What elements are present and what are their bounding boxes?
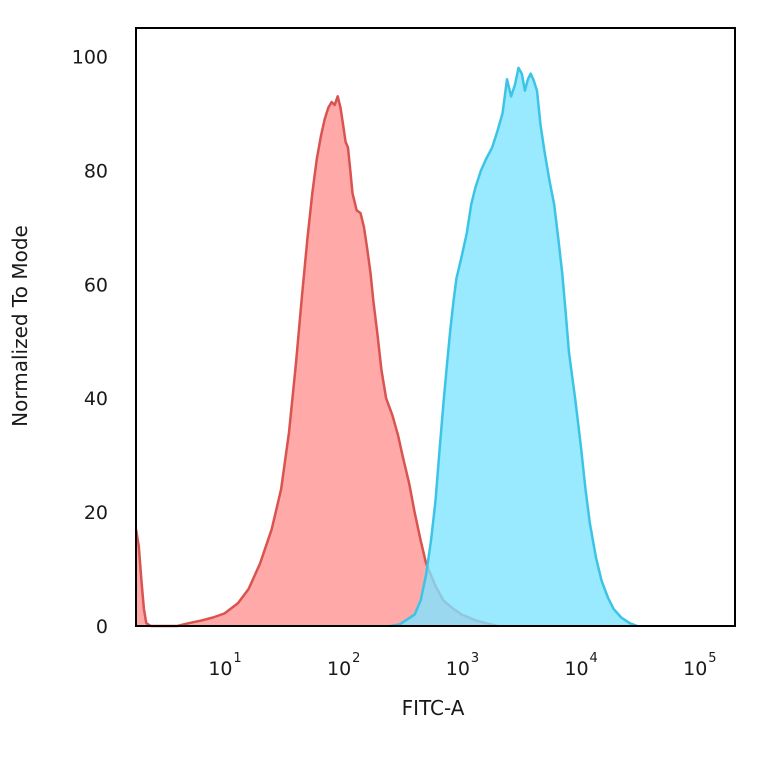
- histogram-outline-1: [134, 95, 498, 628]
- y-tick-label: 40: [84, 388, 108, 410]
- plot-frame: [135, 27, 736, 627]
- histogram-fill-2: [390, 67, 638, 626]
- x-tick-exponent: 5: [708, 651, 716, 666]
- y-tick-label: 80: [84, 160, 108, 182]
- x-tick-label: 10 3: [446, 651, 479, 680]
- x-tick-exponent: 3: [471, 651, 479, 666]
- y-axis-ticks: 0 20 40 60 80 100: [72, 46, 108, 638]
- histogram-fill-1: [136, 96, 498, 627]
- x-tick-base: 10: [208, 658, 232, 680]
- x-tick-base: 10: [683, 658, 707, 680]
- x-tick-base: 10: [564, 658, 588, 680]
- x-tick-label: 10 5: [683, 651, 716, 680]
- x-tick-base: 10: [446, 658, 470, 680]
- x-axis-label: FITC-A: [402, 696, 465, 720]
- x-tick-exponent: 1: [233, 651, 241, 666]
- x-tick-label: 10 2: [327, 651, 360, 680]
- series-layer: [134, 66, 638, 628]
- y-tick-label: 20: [84, 502, 108, 524]
- x-tick-base: 10: [327, 658, 351, 680]
- y-tick-label: 0: [96, 616, 108, 638]
- x-tick-exponent: 2: [352, 651, 360, 666]
- histogram-outline-2: [390, 66, 638, 628]
- x-tick-label: 10 4: [564, 651, 597, 680]
- y-tick-label: 100: [72, 46, 108, 68]
- x-tick-label: 10 1: [208, 651, 241, 680]
- x-tick-exponent: 4: [590, 651, 598, 666]
- y-axis-label: Normalized To Mode: [8, 225, 32, 427]
- x-axis-ticks: 10 1 10 2 10 3 10 4 10 5: [208, 651, 716, 680]
- y-tick-label: 60: [84, 274, 108, 296]
